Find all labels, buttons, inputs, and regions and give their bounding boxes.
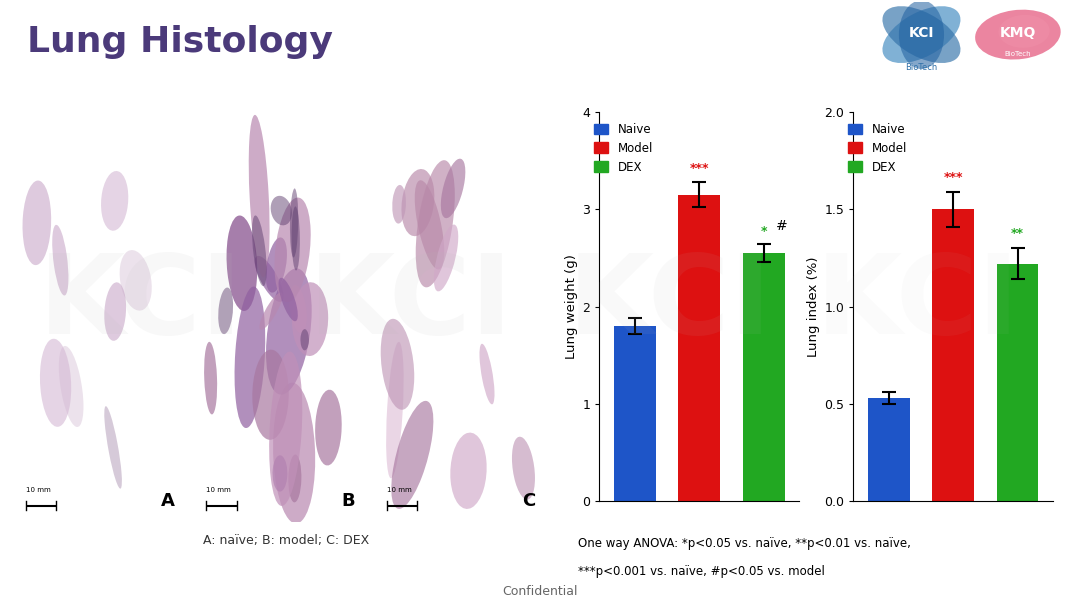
- Bar: [743, 253, 785, 501]
- Text: C: C: [523, 492, 536, 510]
- Ellipse shape: [899, 0, 944, 69]
- Ellipse shape: [234, 287, 266, 428]
- Text: 10 mm: 10 mm: [206, 487, 231, 493]
- Ellipse shape: [450, 433, 487, 509]
- Ellipse shape: [402, 169, 434, 236]
- Ellipse shape: [289, 188, 298, 257]
- Ellipse shape: [288, 455, 301, 503]
- Ellipse shape: [120, 250, 152, 311]
- Text: One way ANOVA: *p<0.05 vs. naïve, **p<0.01 vs. naïve,: One way ANOVA: *p<0.05 vs. naïve, **p<0.…: [578, 537, 910, 550]
- Ellipse shape: [266, 268, 312, 395]
- Ellipse shape: [998, 15, 1050, 48]
- Legend: Naive, Model, DEX: Naive, Model, DEX: [843, 118, 912, 178]
- Ellipse shape: [23, 180, 51, 265]
- Bar: [867, 398, 909, 501]
- Text: A: naïve; B: model; C: DEX: A: naïve; B: model; C: DEX: [203, 534, 369, 547]
- Text: ***: ***: [943, 171, 963, 184]
- Text: Lung Histology: Lung Histology: [27, 25, 333, 59]
- Ellipse shape: [279, 278, 298, 321]
- Ellipse shape: [105, 406, 122, 489]
- Ellipse shape: [52, 225, 68, 296]
- Ellipse shape: [255, 256, 284, 302]
- Ellipse shape: [415, 180, 444, 270]
- Ellipse shape: [882, 6, 960, 63]
- Ellipse shape: [416, 160, 455, 287]
- Ellipse shape: [253, 350, 288, 440]
- Ellipse shape: [252, 215, 267, 286]
- Text: 10 mm: 10 mm: [26, 487, 51, 493]
- Text: **: **: [1011, 228, 1024, 240]
- Bar: [997, 264, 1039, 501]
- Text: ***: ***: [689, 163, 710, 175]
- Bar: [932, 209, 974, 501]
- Text: A: A: [161, 492, 175, 510]
- Ellipse shape: [292, 206, 300, 271]
- Ellipse shape: [512, 436, 535, 500]
- Legend: Naive, Model, DEX: Naive, Model, DEX: [590, 118, 658, 178]
- Ellipse shape: [259, 293, 283, 330]
- Y-axis label: Lung index (%): Lung index (%): [807, 256, 820, 357]
- Text: KMQ: KMQ: [1000, 26, 1036, 40]
- Ellipse shape: [434, 225, 458, 291]
- Ellipse shape: [266, 237, 287, 293]
- Ellipse shape: [248, 115, 270, 277]
- Ellipse shape: [391, 401, 433, 509]
- Text: KCI: KCI: [816, 250, 1020, 357]
- Ellipse shape: [40, 339, 71, 427]
- Ellipse shape: [204, 342, 217, 415]
- Ellipse shape: [387, 342, 404, 478]
- Ellipse shape: [315, 390, 341, 466]
- Text: 10 mm: 10 mm: [387, 487, 411, 493]
- Ellipse shape: [274, 197, 311, 302]
- Ellipse shape: [102, 171, 129, 231]
- Ellipse shape: [292, 282, 328, 356]
- Text: BioTech: BioTech: [905, 63, 937, 72]
- Ellipse shape: [218, 288, 233, 334]
- Text: KCI: KCI: [908, 26, 934, 40]
- Ellipse shape: [441, 158, 465, 218]
- Ellipse shape: [105, 282, 126, 341]
- Ellipse shape: [227, 215, 257, 311]
- Bar: [678, 195, 720, 501]
- Ellipse shape: [289, 285, 307, 333]
- Ellipse shape: [300, 329, 309, 350]
- Ellipse shape: [58, 346, 83, 427]
- Text: #: #: [775, 219, 787, 232]
- Text: ***p<0.001 vs. naïve, #p<0.05 vs. model: ***p<0.001 vs. naïve, #p<0.05 vs. model: [578, 565, 825, 577]
- Bar: [613, 326, 656, 501]
- Ellipse shape: [480, 344, 495, 404]
- Text: Confidential: Confidential: [502, 585, 578, 598]
- Text: B: B: [342, 492, 355, 510]
- Text: KCI: KCI: [309, 250, 512, 357]
- Ellipse shape: [882, 6, 960, 63]
- Text: KCI: KCI: [568, 250, 771, 357]
- Y-axis label: Lung weight (g): Lung weight (g): [565, 254, 578, 359]
- Ellipse shape: [271, 196, 292, 225]
- Text: *: *: [760, 225, 767, 237]
- Ellipse shape: [381, 319, 415, 410]
- Ellipse shape: [269, 351, 302, 506]
- Ellipse shape: [392, 185, 406, 223]
- Ellipse shape: [975, 10, 1061, 59]
- Text: KCI: KCI: [39, 250, 242, 357]
- Ellipse shape: [273, 382, 315, 524]
- Ellipse shape: [272, 455, 287, 492]
- Text: BioTech: BioTech: [1004, 51, 1031, 57]
